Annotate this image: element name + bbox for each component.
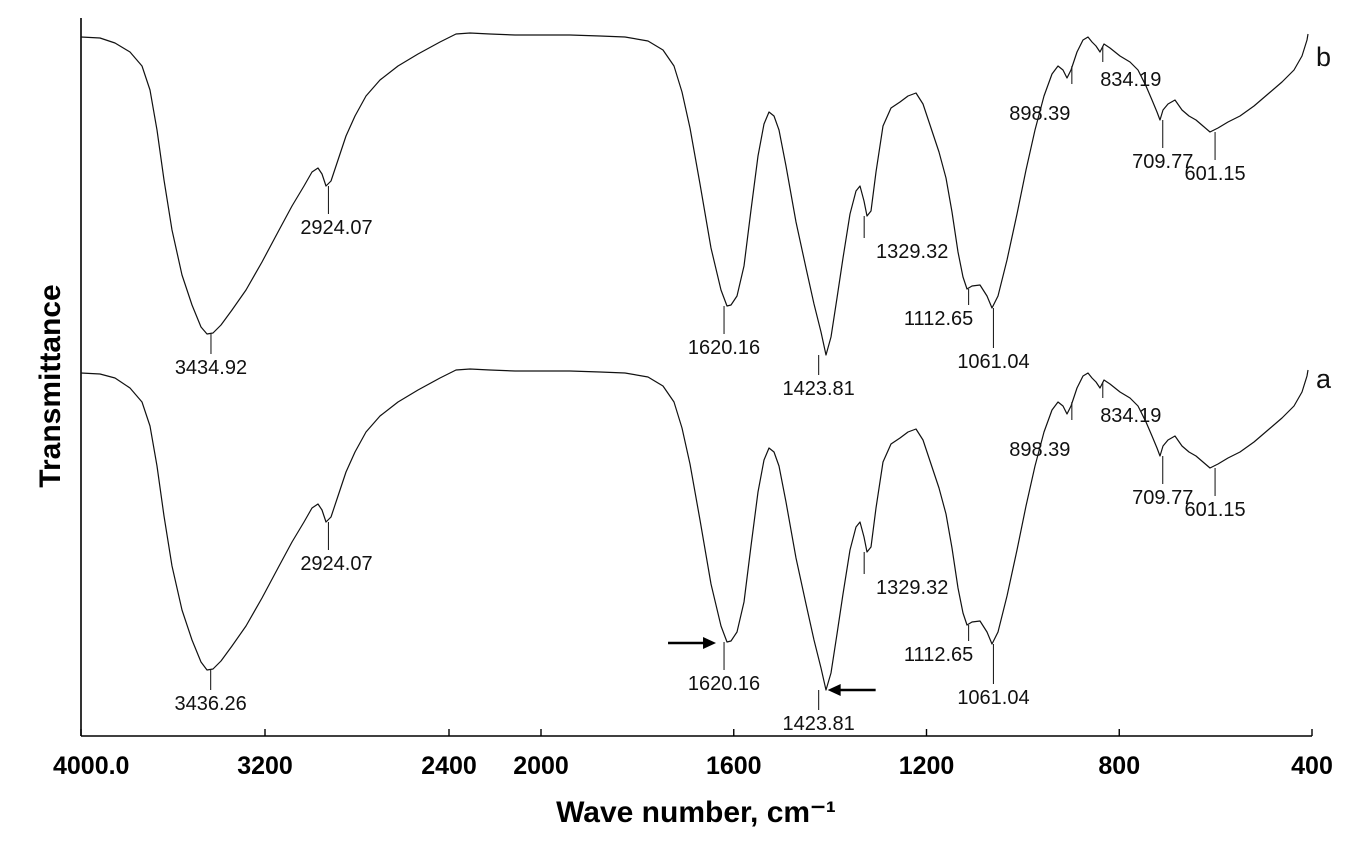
peak-label-a-2: 1620.16: [688, 673, 760, 695]
x-tick-label-6: 800: [1098, 752, 1140, 780]
peak-label-a-7: 898.39: [1009, 439, 1070, 461]
x-tick-label-4: 1600: [706, 752, 762, 780]
peak-label-b-6: 1061.04: [957, 351, 1029, 373]
peak-label-a-5: 1112.65: [904, 644, 973, 666]
spectrum-trace-a: [80, 368, 1309, 691]
peak-label-b-8: 834.19: [1100, 69, 1161, 91]
peak-label-a-8: 834.19: [1100, 405, 1161, 427]
spectrum-trace-b: [80, 32, 1309, 356]
peak-label-b-1: 2924.07: [300, 217, 372, 239]
x-axis-ticks: 4000.0 3200 2400 2000 1600 1200 800 400: [53, 729, 1333, 780]
peak-label-b-3: 1423.81: [783, 378, 855, 400]
peak-label-a-3: 1423.81: [783, 713, 855, 735]
peak-label-b-2: 1620.16: [688, 337, 760, 359]
x-tick-label-2: 2400: [421, 752, 477, 780]
peak-label-a-9: 709.77: [1132, 487, 1193, 509]
peak-label-b-9: 709.77: [1132, 151, 1193, 173]
peak-label-b-0: 3434.92: [175, 357, 247, 379]
series-label-b: b: [1316, 42, 1331, 72]
x-tick-label-7: 400: [1291, 752, 1333, 780]
peak-annotations: 3434.92 2924.07 1620.16 1423.81 1329.32 1112.…: [175, 46, 1246, 735]
arrow-annotations: [668, 637, 876, 696]
arrow-0-head: [703, 637, 717, 649]
x-axis-title: Wave number, cm⁻¹: [556, 796, 836, 829]
series-label-a: a: [1316, 364, 1332, 394]
arrow-1-head: [827, 684, 841, 696]
peak-label-a-0: 3436.26: [175, 693, 247, 715]
plot-frame: [80, 18, 1312, 737]
peak-label-b-7: 898.39: [1009, 103, 1070, 125]
peak-label-a-4: 1329.32: [876, 577, 948, 599]
x-tick-label-5: 1200: [899, 752, 955, 780]
peak-label-b-5: 1112.65: [904, 308, 973, 330]
peak-label-a-10: 601.15: [1184, 499, 1245, 521]
peak-label-a-6: 1061.04: [957, 687, 1029, 709]
x-tick-label-0: 4000.0: [53, 752, 129, 780]
peak-label-b-4: 1329.32: [876, 241, 948, 263]
x-tick-label-1: 3200: [237, 752, 293, 780]
x-tick-label-3: 2000: [513, 752, 569, 780]
y-axis-title: Transmittance: [34, 284, 67, 487]
peak-label-a-1: 2924.07: [300, 553, 372, 575]
peak-label-b-10: 601.15: [1184, 163, 1245, 185]
